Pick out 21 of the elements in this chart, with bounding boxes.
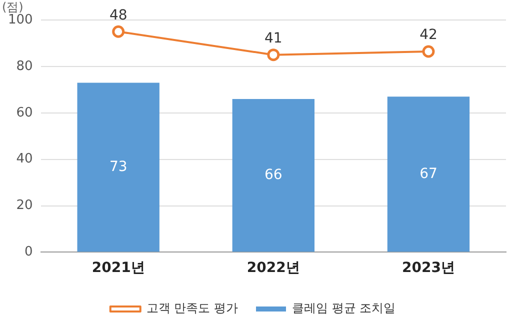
y-tick-label: 60 [16, 105, 33, 120]
data-label: 67 [420, 166, 438, 182]
y-tick-label: 20 [16, 198, 33, 214]
y-tick-label: 100 [8, 12, 33, 28]
y-tick-label: 0 [24, 244, 33, 260]
legend-label: 클레임 평균 조치일 [292, 301, 396, 316]
data-label: 48 [109, 7, 128, 24]
data-label: 73 [109, 158, 128, 175]
data-label: 41 [264, 30, 282, 46]
bar [77, 82, 160, 252]
legend-label: 고객 만족도 평가 [146, 301, 238, 316]
data-label: 66 [264, 166, 282, 183]
bar [387, 96, 470, 252]
y-tick-label: 80 [16, 58, 33, 74]
bar [232, 98, 314, 252]
x-tick-label: 2023년 [402, 260, 455, 276]
x-tick-label: 2022년 [246, 260, 300, 276]
data-label: 42 [420, 27, 438, 44]
y-axis-title: (점) [2, 0, 24, 14]
y-tick-label: 40 [16, 152, 33, 167]
x-tick-label: 2021년 [92, 260, 145, 276]
